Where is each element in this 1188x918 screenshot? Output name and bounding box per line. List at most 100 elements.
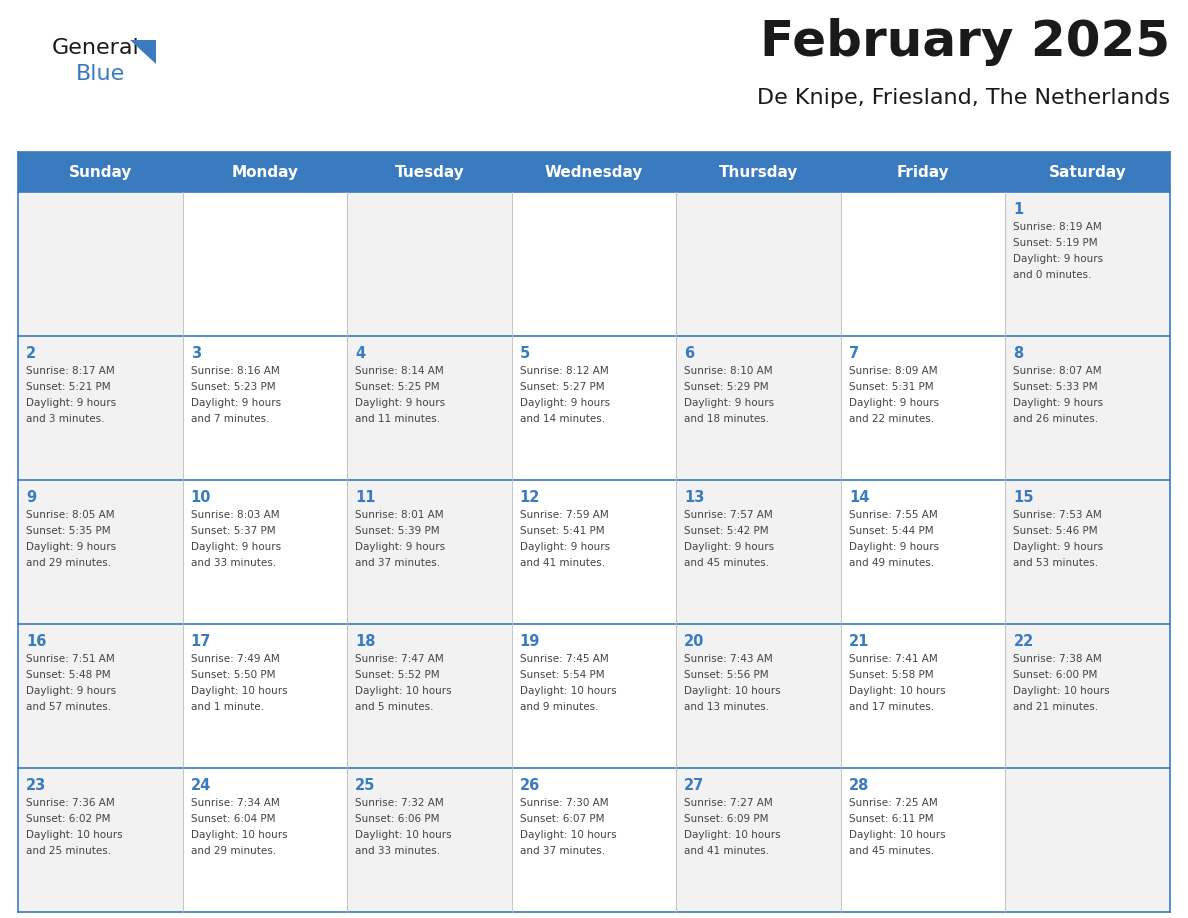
Text: Daylight: 9 hours: Daylight: 9 hours xyxy=(190,398,280,408)
Text: and 41 minutes.: and 41 minutes. xyxy=(519,558,605,568)
Bar xyxy=(183,480,347,624)
Text: and 37 minutes.: and 37 minutes. xyxy=(355,558,441,568)
Bar xyxy=(18,336,183,480)
Text: and 45 minutes.: and 45 minutes. xyxy=(849,846,934,856)
Text: Sunrise: 7:43 AM: Sunrise: 7:43 AM xyxy=(684,654,773,664)
Text: Sunrise: 8:07 AM: Sunrise: 8:07 AM xyxy=(1013,366,1102,376)
Text: 12: 12 xyxy=(519,490,541,505)
Text: Daylight: 9 hours: Daylight: 9 hours xyxy=(519,542,609,552)
Text: Daylight: 10 hours: Daylight: 10 hours xyxy=(26,830,122,840)
Text: and 26 minutes.: and 26 minutes. xyxy=(1013,414,1099,424)
Bar xyxy=(676,192,841,336)
Bar xyxy=(1005,192,1170,336)
Text: Sunrise: 8:09 AM: Sunrise: 8:09 AM xyxy=(849,366,937,376)
Text: Sunset: 5:27 PM: Sunset: 5:27 PM xyxy=(519,382,605,392)
Text: February 2025: February 2025 xyxy=(760,18,1170,66)
Text: Daylight: 10 hours: Daylight: 10 hours xyxy=(190,686,287,696)
Text: Sunset: 5:56 PM: Sunset: 5:56 PM xyxy=(684,670,769,680)
Text: and 0 minutes.: and 0 minutes. xyxy=(1013,270,1092,280)
Text: Sunset: 5:29 PM: Sunset: 5:29 PM xyxy=(684,382,769,392)
Bar xyxy=(347,768,512,912)
Text: Sunset: 6:09 PM: Sunset: 6:09 PM xyxy=(684,814,769,824)
Text: Daylight: 9 hours: Daylight: 9 hours xyxy=(355,398,446,408)
Bar xyxy=(18,152,1170,192)
Text: Sunrise: 7:45 AM: Sunrise: 7:45 AM xyxy=(519,654,608,664)
Text: Sunrise: 7:59 AM: Sunrise: 7:59 AM xyxy=(519,510,608,520)
Bar xyxy=(676,480,841,624)
Text: Daylight: 9 hours: Daylight: 9 hours xyxy=(1013,254,1104,264)
Text: 22: 22 xyxy=(1013,634,1034,649)
Text: Sunrise: 8:03 AM: Sunrise: 8:03 AM xyxy=(190,510,279,520)
Text: Saturday: Saturday xyxy=(1049,164,1126,180)
Text: and 57 minutes.: and 57 minutes. xyxy=(26,702,112,712)
Text: and 3 minutes.: and 3 minutes. xyxy=(26,414,105,424)
Text: Sunrise: 7:27 AM: Sunrise: 7:27 AM xyxy=(684,798,773,808)
Bar xyxy=(512,192,676,336)
Text: Sunrise: 7:57 AM: Sunrise: 7:57 AM xyxy=(684,510,773,520)
Text: 24: 24 xyxy=(190,778,210,793)
Text: Thursday: Thursday xyxy=(719,164,798,180)
Bar xyxy=(841,768,1005,912)
Text: Monday: Monday xyxy=(232,164,298,180)
Bar xyxy=(347,192,512,336)
Text: Sunset: 6:11 PM: Sunset: 6:11 PM xyxy=(849,814,934,824)
Bar xyxy=(512,624,676,768)
Text: Daylight: 9 hours: Daylight: 9 hours xyxy=(684,398,775,408)
Bar xyxy=(512,336,676,480)
Text: Daylight: 10 hours: Daylight: 10 hours xyxy=(849,686,946,696)
Text: Sunset: 5:42 PM: Sunset: 5:42 PM xyxy=(684,526,769,536)
Text: Sunset: 5:46 PM: Sunset: 5:46 PM xyxy=(1013,526,1098,536)
Text: Sunrise: 7:36 AM: Sunrise: 7:36 AM xyxy=(26,798,115,808)
Text: 16: 16 xyxy=(26,634,46,649)
Text: Daylight: 9 hours: Daylight: 9 hours xyxy=(190,542,280,552)
Text: Sunrise: 8:01 AM: Sunrise: 8:01 AM xyxy=(355,510,444,520)
Text: Sunrise: 7:53 AM: Sunrise: 7:53 AM xyxy=(1013,510,1102,520)
Text: Daylight: 9 hours: Daylight: 9 hours xyxy=(26,686,116,696)
Text: 18: 18 xyxy=(355,634,375,649)
Text: 26: 26 xyxy=(519,778,541,793)
Text: Sunrise: 8:05 AM: Sunrise: 8:05 AM xyxy=(26,510,114,520)
Bar xyxy=(183,768,347,912)
Text: Sunrise: 7:51 AM: Sunrise: 7:51 AM xyxy=(26,654,115,664)
Text: Wednesday: Wednesday xyxy=(545,164,643,180)
Text: 28: 28 xyxy=(849,778,870,793)
Bar xyxy=(1005,624,1170,768)
Text: and 11 minutes.: and 11 minutes. xyxy=(355,414,441,424)
Bar xyxy=(183,192,347,336)
Text: Sunrise: 7:25 AM: Sunrise: 7:25 AM xyxy=(849,798,937,808)
Text: Friday: Friday xyxy=(897,164,949,180)
Text: 4: 4 xyxy=(355,346,365,361)
Bar xyxy=(183,336,347,480)
Text: and 53 minutes.: and 53 minutes. xyxy=(1013,558,1099,568)
Text: 7: 7 xyxy=(849,346,859,361)
Text: and 29 minutes.: and 29 minutes. xyxy=(190,846,276,856)
Text: Sunset: 5:35 PM: Sunset: 5:35 PM xyxy=(26,526,110,536)
Text: Sunrise: 8:16 AM: Sunrise: 8:16 AM xyxy=(190,366,279,376)
Text: Sunset: 5:50 PM: Sunset: 5:50 PM xyxy=(190,670,276,680)
Text: and 5 minutes.: and 5 minutes. xyxy=(355,702,434,712)
Bar xyxy=(841,336,1005,480)
Text: Sunset: 5:48 PM: Sunset: 5:48 PM xyxy=(26,670,110,680)
Text: Sunset: 6:07 PM: Sunset: 6:07 PM xyxy=(519,814,605,824)
Bar xyxy=(1005,768,1170,912)
Bar xyxy=(18,768,183,912)
Text: Sunset: 5:19 PM: Sunset: 5:19 PM xyxy=(1013,238,1098,248)
Text: Daylight: 9 hours: Daylight: 9 hours xyxy=(849,542,939,552)
Text: and 33 minutes.: and 33 minutes. xyxy=(190,558,276,568)
Bar xyxy=(18,192,183,336)
Text: 9: 9 xyxy=(26,490,36,505)
Text: and 17 minutes.: and 17 minutes. xyxy=(849,702,934,712)
Text: and 49 minutes.: and 49 minutes. xyxy=(849,558,934,568)
Text: General: General xyxy=(52,38,140,58)
Text: and 1 minute.: and 1 minute. xyxy=(190,702,264,712)
Text: Sunset: 5:31 PM: Sunset: 5:31 PM xyxy=(849,382,934,392)
Text: Sunrise: 7:41 AM: Sunrise: 7:41 AM xyxy=(849,654,937,664)
Text: Sunrise: 7:47 AM: Sunrise: 7:47 AM xyxy=(355,654,444,664)
Text: Sunset: 5:52 PM: Sunset: 5:52 PM xyxy=(355,670,440,680)
Text: 19: 19 xyxy=(519,634,541,649)
Text: and 13 minutes.: and 13 minutes. xyxy=(684,702,770,712)
Text: and 21 minutes.: and 21 minutes. xyxy=(1013,702,1099,712)
Bar xyxy=(183,624,347,768)
Bar xyxy=(512,480,676,624)
Text: Daylight: 9 hours: Daylight: 9 hours xyxy=(355,542,446,552)
